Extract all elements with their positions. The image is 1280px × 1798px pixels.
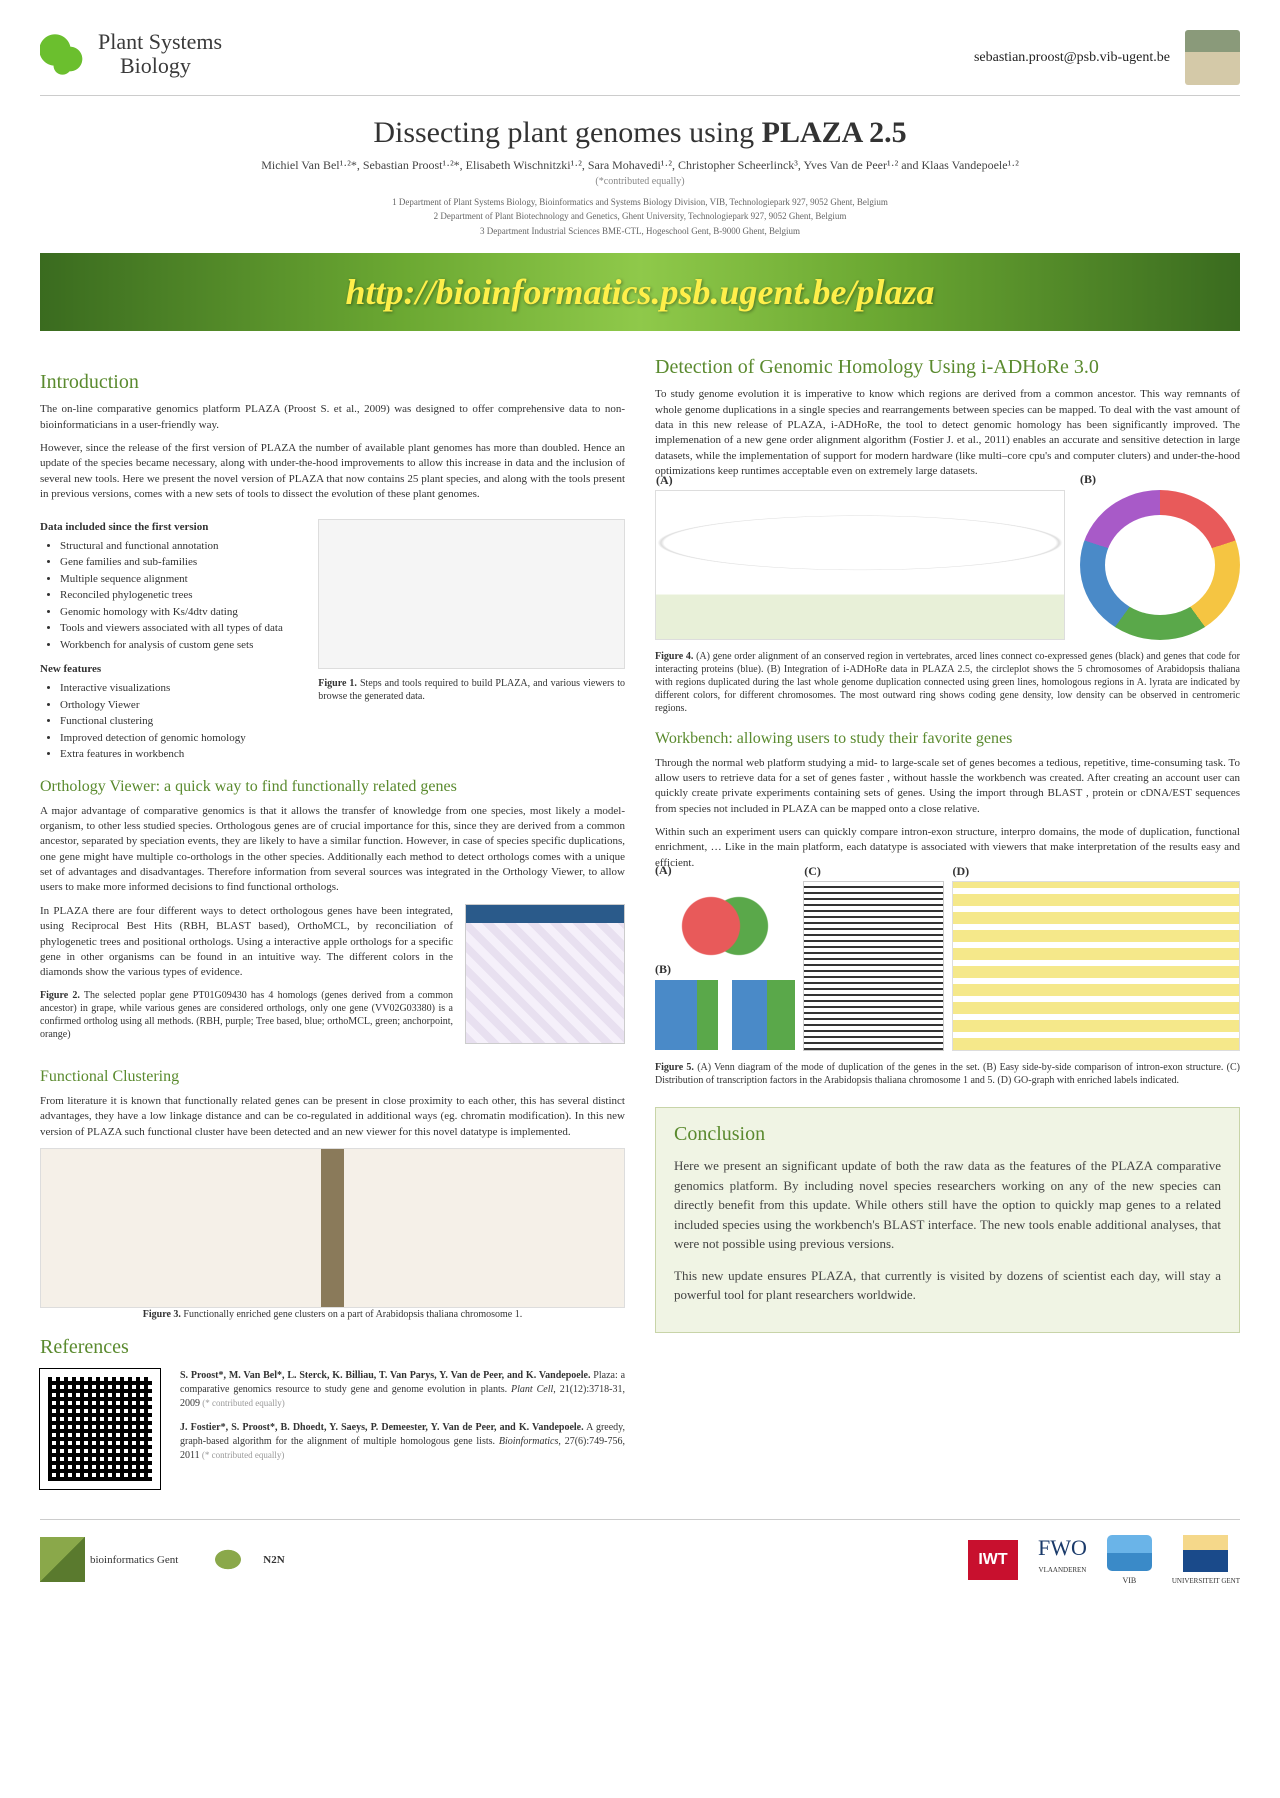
figure-3-caption: Figure 3. Functionally enriched gene clu… xyxy=(40,1308,625,1321)
psb-logo: Plant Systems Biology xyxy=(40,30,222,78)
figure-5a xyxy=(655,881,795,971)
new-features-head: New features xyxy=(40,663,303,675)
contact-email: sebastian.proost@psb.vib-ugent.be xyxy=(974,50,1170,66)
new-features-list: Interactive visualizations Orthology Vie… xyxy=(60,680,303,763)
workbench-p2: Within such an experiment users can quic… xyxy=(655,825,1240,871)
bioinf-gent-logo: bioinformatics Gent xyxy=(40,1535,178,1585)
affiliation-1: 1 Department of Plant Systems Biology, B… xyxy=(40,195,1240,209)
logo-mark-icon xyxy=(40,32,90,77)
figure-4b xyxy=(1080,490,1240,640)
right-column: Detection of Genomic Homology Using i-AD… xyxy=(655,356,1240,1489)
workbench-heading: Workbench: allowing users to study their… xyxy=(655,730,1240,748)
left-column: Introduction The on-line comparative gen… xyxy=(40,356,625,1489)
figure-1 xyxy=(318,519,625,669)
workbench-p1: Through the normal web platform studying… xyxy=(655,756,1240,818)
main-title: Dissecting plant genomes using PLAZA 2.5 xyxy=(40,116,1240,150)
figure-4a: (A) xyxy=(655,490,1065,640)
orthology-p2: In PLAZA there are four different ways t… xyxy=(40,904,453,981)
clustering-p1: From literature it is known that functio… xyxy=(40,1094,625,1140)
iwt-logo: IWT xyxy=(968,1540,1018,1580)
figure-2 xyxy=(465,904,625,1044)
n2n-logo: N2N xyxy=(198,1535,284,1585)
conclusion-p2: This new update ensures PLAZA, that curr… xyxy=(674,1266,1221,1305)
author-photo xyxy=(1185,30,1240,85)
logo-text: Plant Systems Biology xyxy=(98,30,222,78)
footer: bioinformatics Gent N2N IWT FWO VLAANDER… xyxy=(40,1519,1240,1585)
affiliation-3: 3 Department Industrial Sciences BME-CTL… xyxy=(40,224,1240,238)
figure-3 xyxy=(40,1148,625,1308)
clustering-heading: Functional Clustering xyxy=(40,1068,625,1086)
figure-5: (A) (C) (D) (B) xyxy=(655,881,1240,1051)
figure-4-caption: Figure 4. (A) gene order alignment of an… xyxy=(655,650,1240,715)
affiliation-2: 2 Department of Plant Biotechnology and … xyxy=(40,209,1240,223)
vib-logo: VIB xyxy=(1107,1535,1152,1585)
title-block: Dissecting plant genomes using PLAZA 2.5… xyxy=(40,116,1240,238)
conclusion-p1: Here we present an significant update of… xyxy=(674,1156,1221,1254)
fwo-logo: FWO VLAANDEREN xyxy=(1038,1535,1087,1585)
figure-2-caption: Figure 2. The selected poplar gene PT01G… xyxy=(40,989,453,1041)
authors: Michiel Van Bel¹·²*, Sebastian Proost¹·²… xyxy=(40,158,1240,173)
intro-heading: Introduction xyxy=(40,371,625,394)
data-included-list: Structural and functional annotation Gen… xyxy=(60,538,303,654)
figure-1-caption: Figure 1.Figure 1. Steps and tools requi… xyxy=(318,677,625,703)
intro-p1: The on-line comparative genomics platfor… xyxy=(40,402,625,433)
contrib-note: (*contributed equally) xyxy=(40,176,1240,187)
conclusion-box: Conclusion Here we present an significan… xyxy=(655,1107,1240,1333)
orthology-p1: A major advantage of comparative genomic… xyxy=(40,804,625,896)
references-text: S. Proost*, M. Van Bel*, L. Sterck, K. B… xyxy=(180,1369,625,1473)
url-banner: http://bioinformatics.psb.ugent.be/plaza xyxy=(40,253,1240,331)
references-heading: References xyxy=(40,1336,625,1359)
ugent-logo: UNIVERSITEIT GENT xyxy=(1172,1535,1240,1585)
data-included-head: Data included since the first version xyxy=(40,521,303,533)
orthology-heading: Orthology Viewer: a quick way to find fu… xyxy=(40,778,625,796)
detection-heading: Detection of Genomic Homology Using i-AD… xyxy=(655,356,1240,379)
header: Plant Systems Biology sebastian.proost@p… xyxy=(40,30,1240,96)
qr-code-icon xyxy=(40,1369,160,1489)
detection-p1: To study genome evolution it is imperati… xyxy=(655,387,1240,479)
conclusion-heading: Conclusion xyxy=(674,1123,1221,1146)
figure-5b xyxy=(655,980,795,1050)
figure-5-caption: Figure 5. (A) Venn diagram of the mode o… xyxy=(655,1061,1240,1087)
intro-p2: However, since the release of the first … xyxy=(40,441,625,503)
